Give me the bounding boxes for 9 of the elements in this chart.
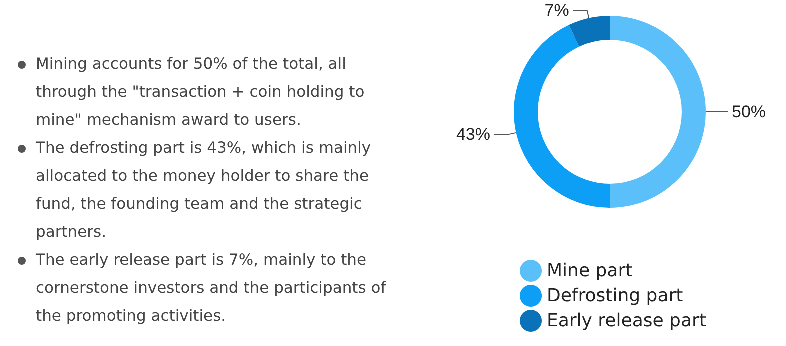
data-label: 50% [732, 102, 766, 122]
text: The defrosting part is 43%, which is mainly allocated to the money holder to share the fund, the founding team and the strategic partners. [14, 134, 404, 246]
legend-label: Mine part [547, 260, 633, 282]
legend-label: Early release part [547, 310, 706, 332]
legend-label: Defrosting part [547, 286, 684, 306]
data-label: 43% [456, 125, 491, 144]
text: Mining accounts for 50% of the total, all through the "transaction + coin holding to mine" mechanism award to users. [14, 50, 404, 134]
text: The early release part is 7%, mainly to the cornerstone investors and the participants of the promoting activities. [14, 246, 404, 330]
data-label: 7% [544, 1, 570, 20]
